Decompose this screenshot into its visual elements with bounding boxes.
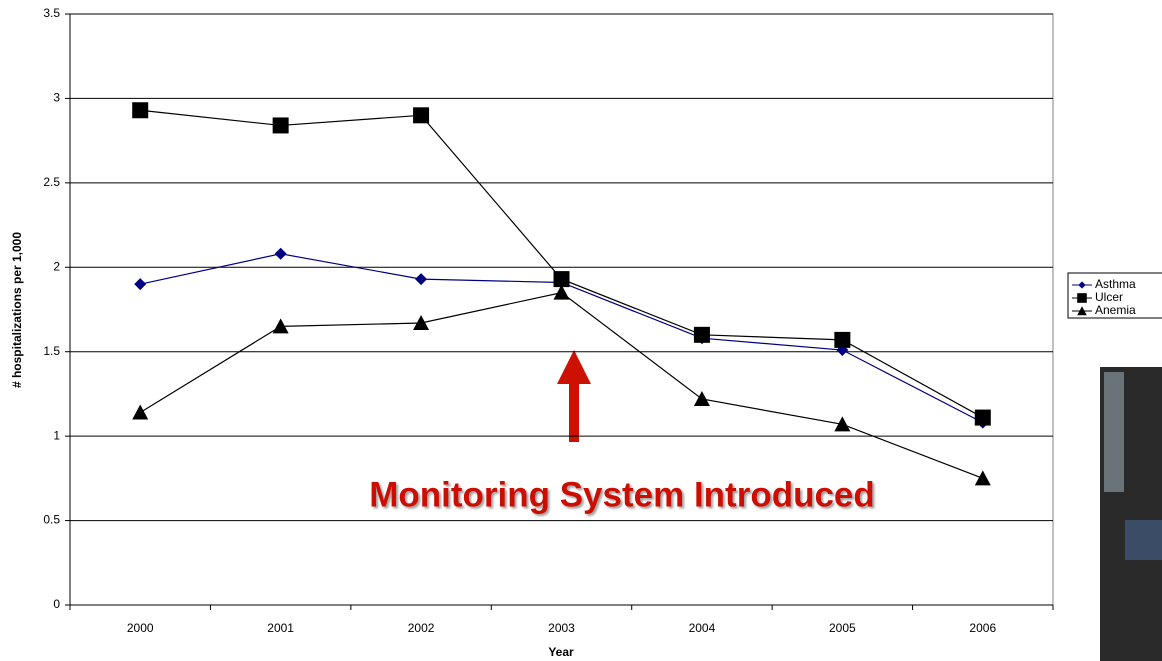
data-point <box>975 410 991 426</box>
x-tick-label: 2003 <box>548 621 575 635</box>
y-axis-label: # hospitalizations per 1,000 <box>10 232 24 388</box>
data-point <box>134 278 146 290</box>
x-tick-label: 2005 <box>829 621 856 635</box>
chart: # hospitalizations per 1,000 Year Monito… <box>0 0 1162 661</box>
legend-label: Asthma <box>1095 277 1136 291</box>
y-tick-label: 2.5 <box>43 175 60 189</box>
x-tick-label: 2004 <box>689 621 716 635</box>
y-tick-label: 2 <box>53 259 60 273</box>
photo-detail <box>1104 372 1124 492</box>
y-tick-label: 0 <box>53 597 60 611</box>
data-point <box>415 273 427 285</box>
series-line <box>140 110 983 417</box>
data-point <box>273 117 289 133</box>
photo-detail <box>1125 520 1162 560</box>
x-tick-label: 2006 <box>969 621 996 635</box>
data-point <box>132 405 148 420</box>
x-axis-label: Year <box>548 645 574 659</box>
legend-label: Anemia <box>1095 303 1136 317</box>
x-tick-label: 2001 <box>267 621 294 635</box>
data-point <box>275 248 287 260</box>
y-tick-label: 1 <box>53 428 60 442</box>
data-point <box>975 470 991 485</box>
data-point <box>413 107 429 123</box>
data-point <box>413 315 429 330</box>
x-tick-label: 2000 <box>127 621 154 635</box>
y-tick-label: 3.5 <box>43 6 60 20</box>
data-point <box>694 327 710 343</box>
plot-area <box>70 14 1053 605</box>
data-point <box>694 391 710 406</box>
series-line <box>140 293 983 479</box>
y-tick-label: 3 <box>53 91 60 105</box>
annotation-arrow <box>557 350 591 442</box>
legend-label: Ulcer <box>1095 290 1123 304</box>
x-tick-label: 2002 <box>408 621 435 635</box>
y-tick-label: 0.5 <box>43 513 60 527</box>
y-tick-label: 1.5 <box>43 344 60 358</box>
legend-marker <box>1077 293 1087 303</box>
data-point <box>132 102 148 118</box>
data-point <box>834 332 850 348</box>
annotation: Monitoring System Introduced <box>369 475 875 514</box>
